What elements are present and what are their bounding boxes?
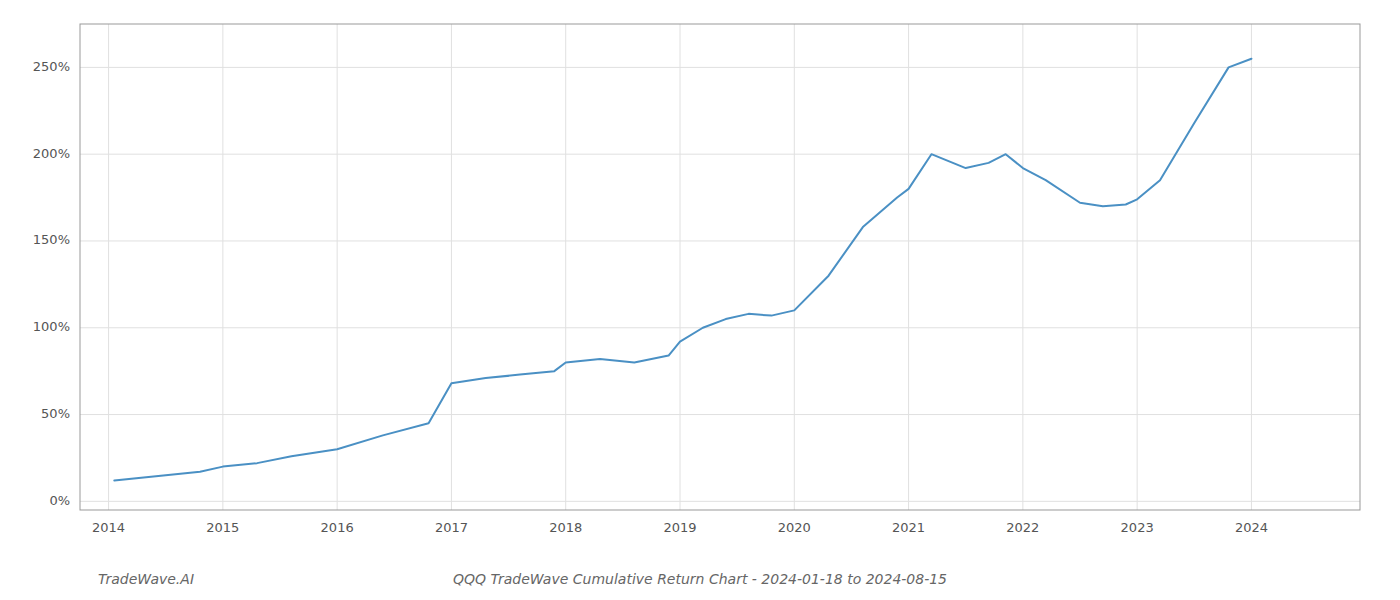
y-tick-label: 200%: [33, 146, 70, 161]
x-tick-label: 2017: [435, 520, 468, 535]
grid: [80, 24, 1360, 510]
background: [0, 0, 1400, 600]
x-tick-label: 2024: [1235, 520, 1268, 535]
y-grid-line: [80, 154, 1360, 155]
x-grid-line: [565, 24, 566, 510]
x-tick-label: 2015: [206, 520, 239, 535]
y-grid-line: [80, 240, 1360, 241]
x-tick-label: 2014: [92, 520, 125, 535]
x-grid-line: [108, 24, 109, 510]
watermark: TradeWave.AI: [98, 571, 194, 587]
x-grid-line: [1251, 24, 1252, 510]
y-tick-label: 0%: [49, 493, 70, 508]
x-grid-line: [908, 24, 909, 510]
x-tick-label: 2020: [778, 520, 811, 535]
x-grid-line: [337, 24, 338, 510]
x-grid-line: [451, 24, 452, 510]
y-tick-label: 50%: [41, 406, 70, 421]
y-grid-line: [80, 414, 1360, 415]
y-tick-label: 250%: [33, 59, 70, 74]
x-grid-line: [222, 24, 223, 510]
x-tick-label: 2021: [892, 520, 925, 535]
x-tick-label: 2016: [321, 520, 354, 535]
y-grid-line: [80, 67, 1360, 68]
plot-frame: [80, 24, 1360, 510]
chart-container: 0% 50% 100% 150% 200% 250% 2014 2015 2016 2017 201…: [0, 0, 1400, 600]
y-grid-line: [80, 327, 1360, 328]
y-tick-label: 100%: [33, 319, 70, 334]
x-grid-line: [1022, 24, 1023, 510]
x-grid-line: [1137, 24, 1138, 510]
data-group: [114, 59, 1251, 481]
title: QQQ TradeWave Cumulative Return Chart - …: [453, 571, 947, 587]
x-grid-line: [794, 24, 795, 510]
y-grid-line: [80, 501, 1360, 502]
chart-svg: 0% 50% 100% 150% 200% 250% 2014 2015 2016 2017 201…: [0, 0, 1400, 600]
x-tick-label: 2018: [549, 520, 582, 535]
x-grid-line: [680, 24, 681, 510]
x-tick-label: 2023: [1121, 520, 1154, 535]
return-line: [114, 59, 1251, 481]
y-tick-label: 150%: [33, 232, 70, 247]
tick-labels: 0% 50% 100% 150% 200% 250% 2014 2015 2016 2017 201…: [33, 59, 1268, 535]
x-tick-label: 2022: [1006, 520, 1039, 535]
x-tick-label: 2019: [663, 520, 696, 535]
